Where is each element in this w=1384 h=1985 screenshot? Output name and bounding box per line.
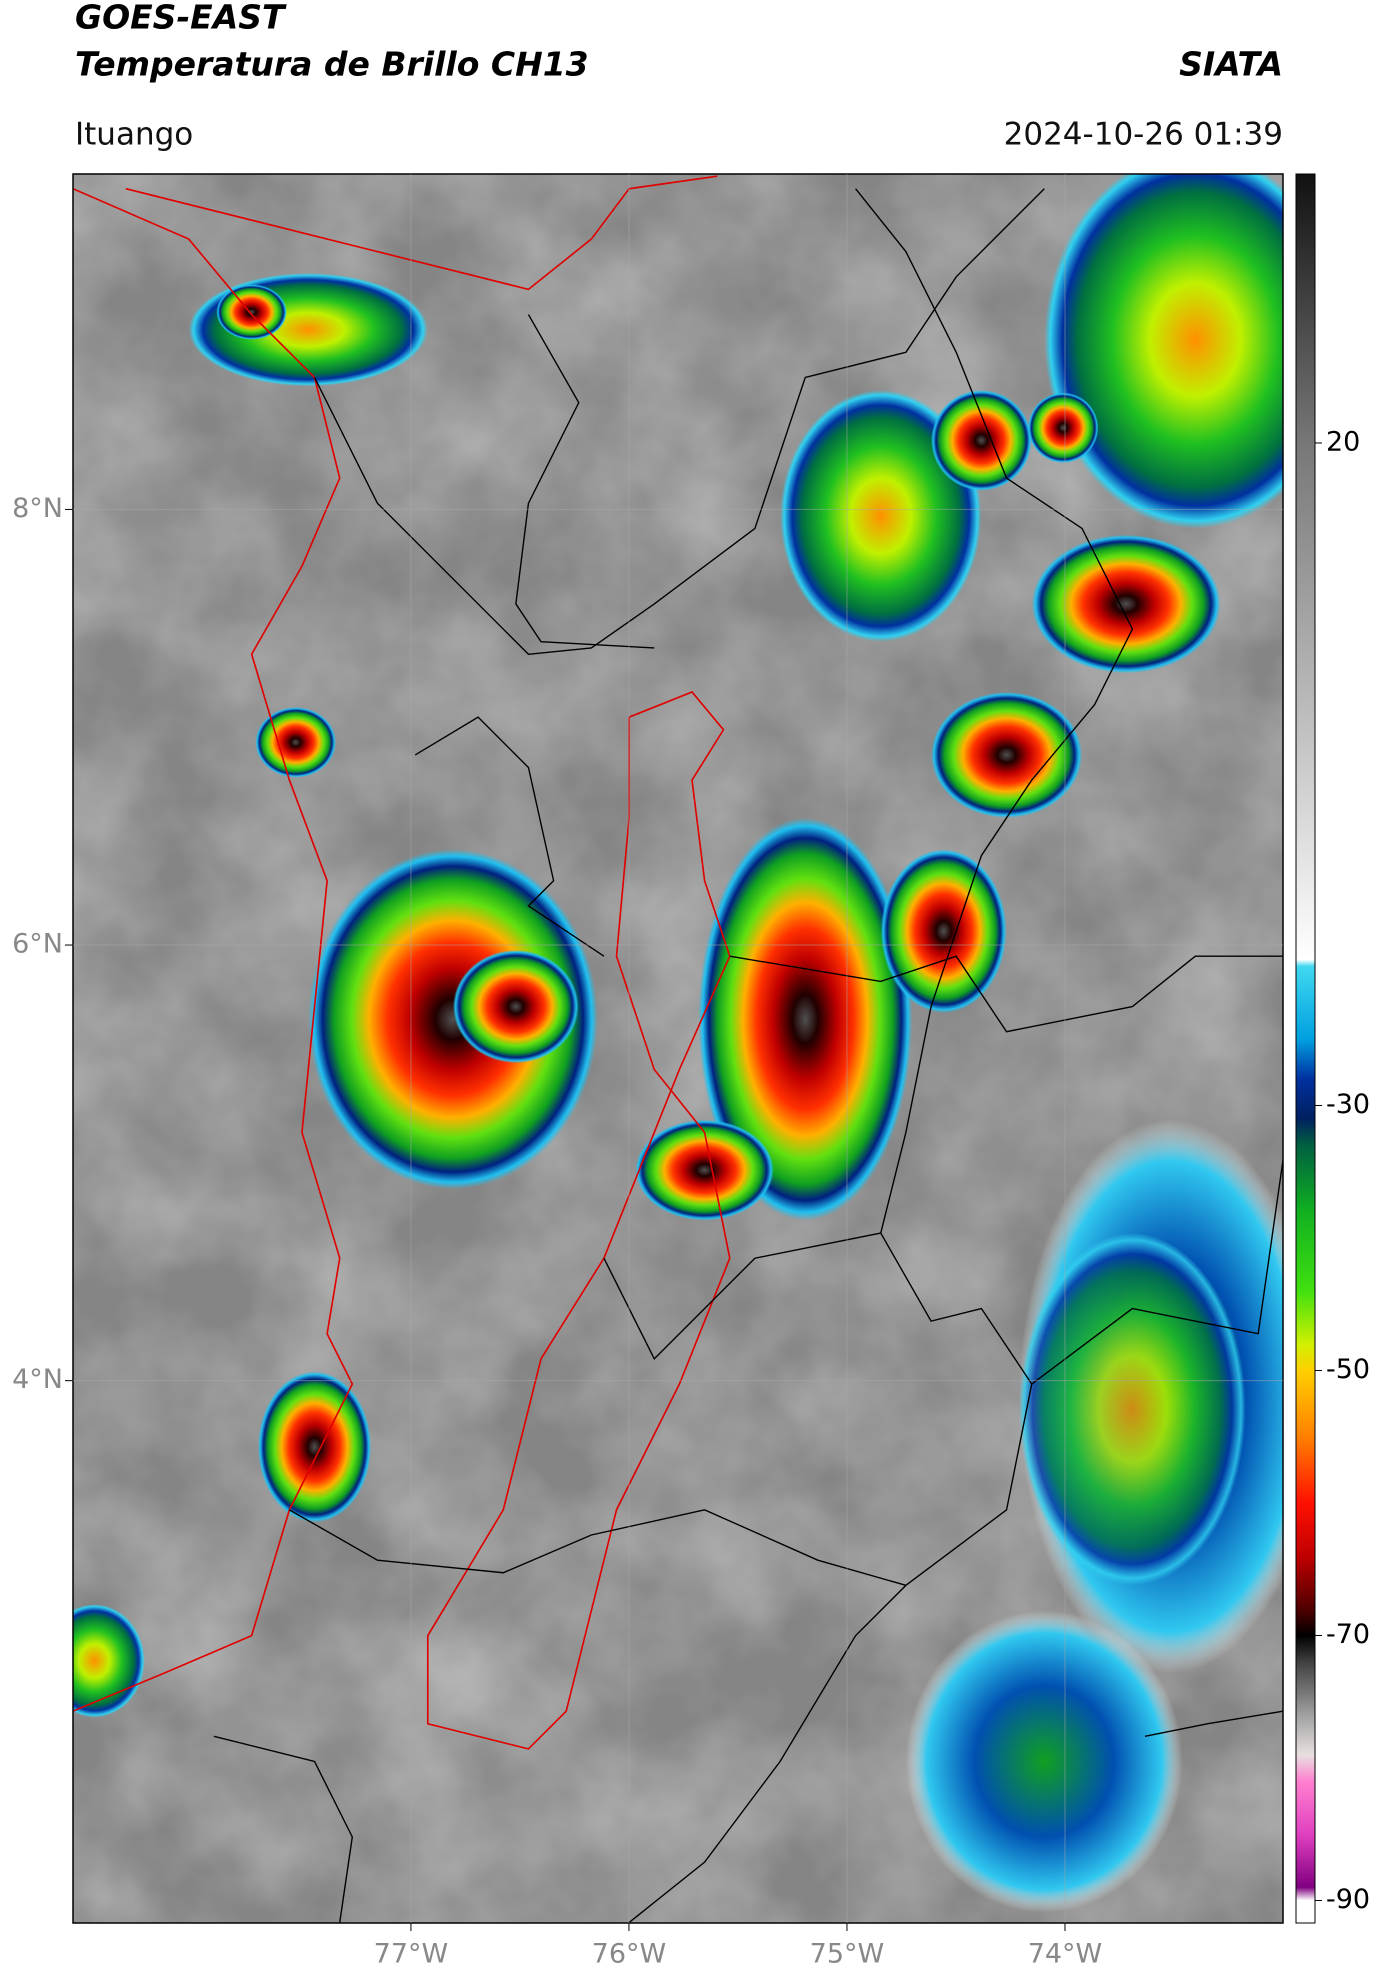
colorbar-tick-label: -90 — [1326, 1884, 1370, 1915]
y-tick-label: 4°N — [12, 1364, 63, 1395]
x-tick-label: 75°W — [810, 1939, 885, 1970]
colorbar — [1295, 173, 1316, 1924]
x-tick-label: 74°W — [1028, 1939, 1103, 1970]
y-tick-label: 8°N — [12, 493, 63, 524]
x-tick-label: 76°W — [592, 1939, 667, 1970]
location: Ituango — [75, 117, 193, 153]
colorbar-tick-label: -30 — [1326, 1089, 1370, 1120]
colorbar-tick-label: 20 — [1326, 426, 1360, 457]
map-frame — [72, 173, 1284, 1924]
colorbar-tick-label: -50 — [1326, 1354, 1370, 1385]
satellite-image — [73, 174, 1283, 1923]
y-tick-label: 6°N — [12, 929, 63, 960]
timestamp: 2024-10-26 01:39 — [1004, 117, 1283, 153]
credit: SIATA — [1179, 45, 1283, 84]
x-tick-label: 77°W — [374, 1939, 449, 1970]
title: GOES-EAST — [75, 0, 287, 37]
subtitle: Temperatura de Brillo CH13 — [75, 45, 589, 84]
colorbar-tick-label: -70 — [1326, 1619, 1370, 1650]
